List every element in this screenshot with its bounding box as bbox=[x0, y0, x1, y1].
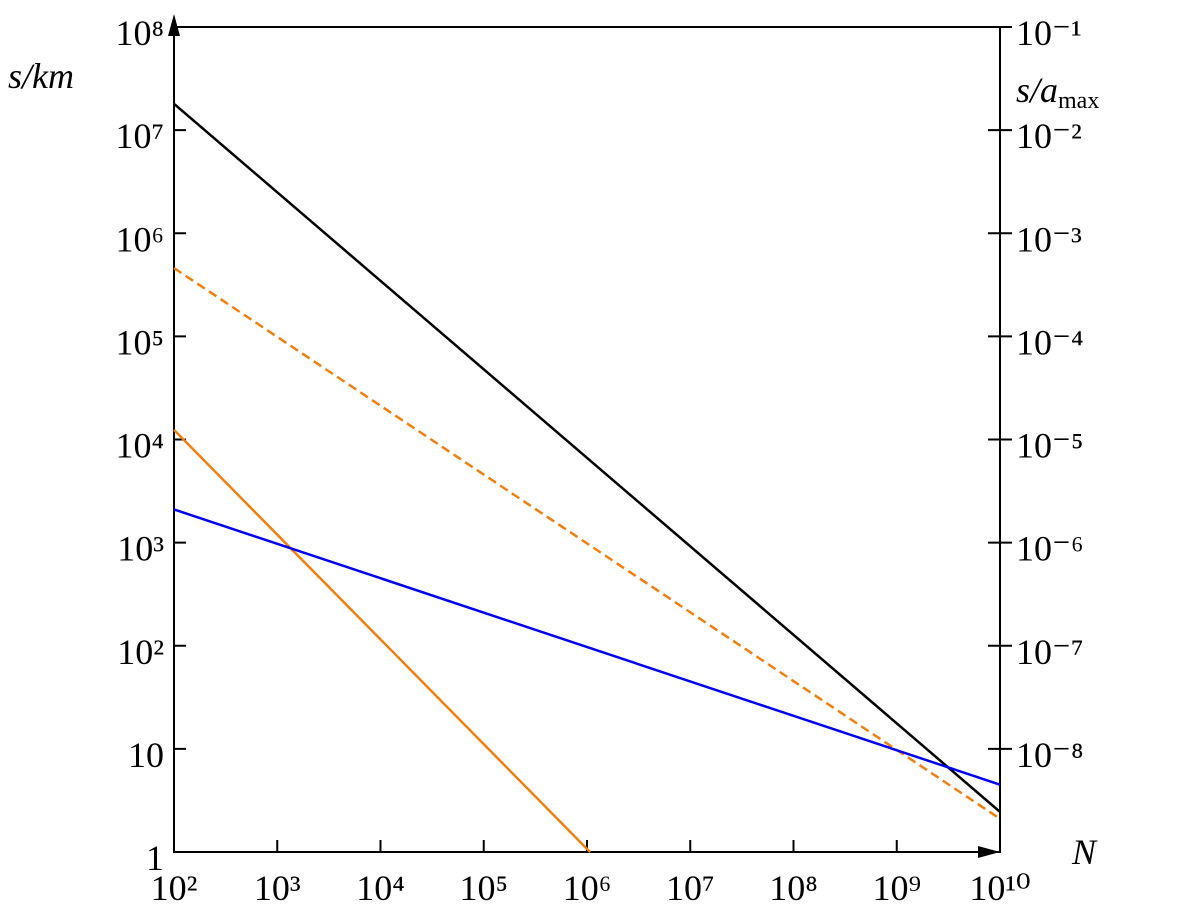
y2-tick-label: 10⁻⁴ bbox=[1016, 322, 1084, 362]
y-axis-label: s/km bbox=[8, 56, 74, 96]
y2-label-main: s/a bbox=[1016, 70, 1058, 110]
y-tick-label: 10³ bbox=[117, 529, 164, 569]
data-line bbox=[173, 428, 591, 853]
y2-tick-label: 10⁻¹ bbox=[1016, 13, 1082, 53]
x-tick-label: 10⁸ bbox=[769, 868, 818, 908]
y2-tick-label: 10⁻⁶ bbox=[1016, 529, 1084, 569]
data-line bbox=[173, 266, 1001, 820]
y2-tick-label: 10⁻² bbox=[1016, 116, 1082, 156]
x-arrow bbox=[978, 846, 1000, 858]
y-tick-label: 1 bbox=[146, 838, 164, 878]
data-line bbox=[173, 508, 1001, 786]
x-tick-label: 10³ bbox=[254, 868, 301, 908]
y-tick-label: 10⁶ bbox=[115, 219, 164, 259]
y-arrow bbox=[168, 14, 180, 36]
y2-tick-label: 10⁻⁵ bbox=[1016, 426, 1084, 466]
y2-axis-label: s/amax bbox=[1016, 70, 1099, 114]
y-tick-label: 10⁸ bbox=[115, 13, 164, 53]
y2-tick-label: 10⁻⁸ bbox=[1016, 735, 1084, 775]
x-tick-label: 10⁵ bbox=[459, 868, 508, 908]
y2-tick-label: 10⁻³ bbox=[1016, 219, 1082, 259]
y-tick-label: 10⁵ bbox=[115, 322, 164, 362]
y2-tick-label: 10⁻⁷ bbox=[1016, 632, 1084, 672]
x-tick-label: 10¹⁰ bbox=[969, 868, 1030, 908]
y-tick-label: 10² bbox=[117, 632, 164, 672]
x-tick-label: 10⁴ bbox=[356, 868, 405, 908]
y2-label-sub: max bbox=[1058, 88, 1099, 114]
x-tick-label: 10⁹ bbox=[872, 868, 921, 908]
y-tick-label: 10⁷ bbox=[115, 116, 164, 156]
y-tick-label: 10⁴ bbox=[115, 426, 164, 466]
x-tick-label: 10² bbox=[151, 868, 198, 908]
x-tick-label: 10⁶ bbox=[563, 868, 612, 908]
y-tick-label: 10 bbox=[128, 735, 164, 775]
x-axis-label: N bbox=[1071, 832, 1098, 872]
plot-frame bbox=[173, 26, 1001, 853]
data-line bbox=[173, 102, 1001, 813]
x-tick-label: 10⁷ bbox=[666, 868, 715, 908]
